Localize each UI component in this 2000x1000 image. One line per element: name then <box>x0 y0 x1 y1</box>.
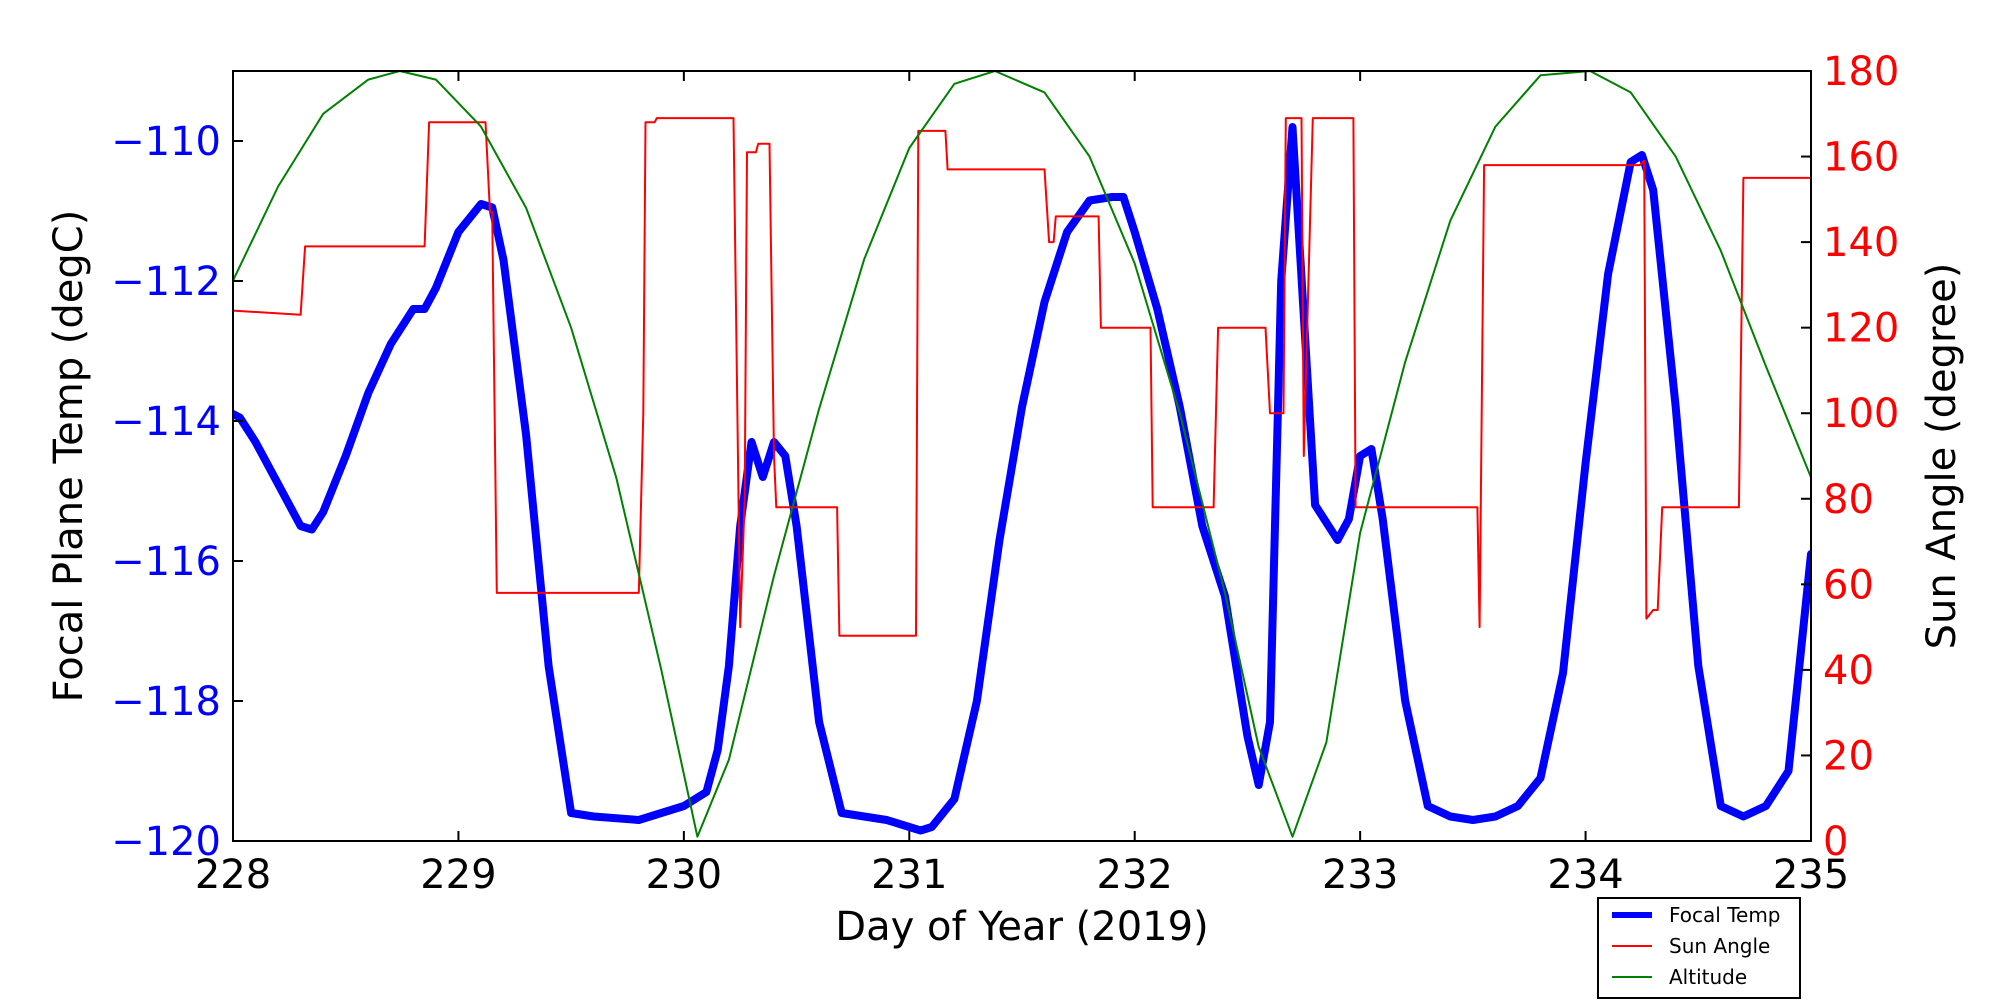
y-right-ticks: 0 20 40 60 80 100 120 140 160 180 <box>1801 49 1899 865</box>
y-right-tick-label: 100 <box>1823 391 1899 437</box>
legend-altitude-label: Altitude <box>1669 965 1747 989</box>
legend-sun-angle-label: Sun Angle <box>1669 934 1770 958</box>
x-tick-label: 234 <box>1547 852 1623 898</box>
legend-focal-temp-label: Focal Temp <box>1669 903 1781 927</box>
x-ticks: 228 229 230 231 232 233 234 235 <box>195 71 1849 898</box>
y-left-tick-label: −112 <box>111 259 221 305</box>
series-line-altitude <box>233 71 1811 838</box>
y-right-tick-label: 20 <box>1823 733 1874 779</box>
y-left-tick-label: −110 <box>111 119 221 165</box>
x-tick-label: 231 <box>871 852 947 898</box>
y-right-tick-label: 40 <box>1823 648 1874 694</box>
x-tick-label: 233 <box>1322 852 1398 898</box>
y-left-ticks: −110 −112 −114 −116 −118 −120 <box>111 119 243 865</box>
y-right-tick-label: 120 <box>1823 306 1899 352</box>
y-right-tick-label: 60 <box>1823 562 1874 608</box>
y-left-axis-label: Focal Plane Temp (degC) <box>46 210 92 703</box>
plot-frame <box>232 70 1812 842</box>
legend: Focal Temp Sun Angle Altitude <box>1597 897 1801 999</box>
x-tick-label: 232 <box>1097 852 1173 898</box>
series-line-sun-angle <box>233 117 1811 637</box>
x-tick-label: 229 <box>420 852 496 898</box>
x-tick-label: 230 <box>646 852 722 898</box>
y-right-axis-label: Sun Angle (degree) <box>1919 263 1965 650</box>
series-layer <box>233 71 1811 838</box>
x-tick-label: 235 <box>1773 852 1849 898</box>
y-right-tick-label: 0 <box>1823 819 1848 865</box>
y-right-tick-label: 160 <box>1823 135 1899 181</box>
y-left-tick-label: −118 <box>111 679 221 725</box>
series-line-focal-temp <box>233 123 1811 835</box>
y-left-tick-label: −120 <box>111 819 221 865</box>
x-tick-label: 228 <box>195 852 271 898</box>
y-left-tick-label: −114 <box>111 399 221 445</box>
y-left-tick-label: −116 <box>111 539 221 585</box>
x-axis-label: Day of Year (2019) <box>835 904 1208 950</box>
y-right-tick-label: 80 <box>1823 477 1874 523</box>
y-right-tick-label: 140 <box>1823 220 1899 266</box>
y-right-tick-label: 180 <box>1823 49 1899 95</box>
